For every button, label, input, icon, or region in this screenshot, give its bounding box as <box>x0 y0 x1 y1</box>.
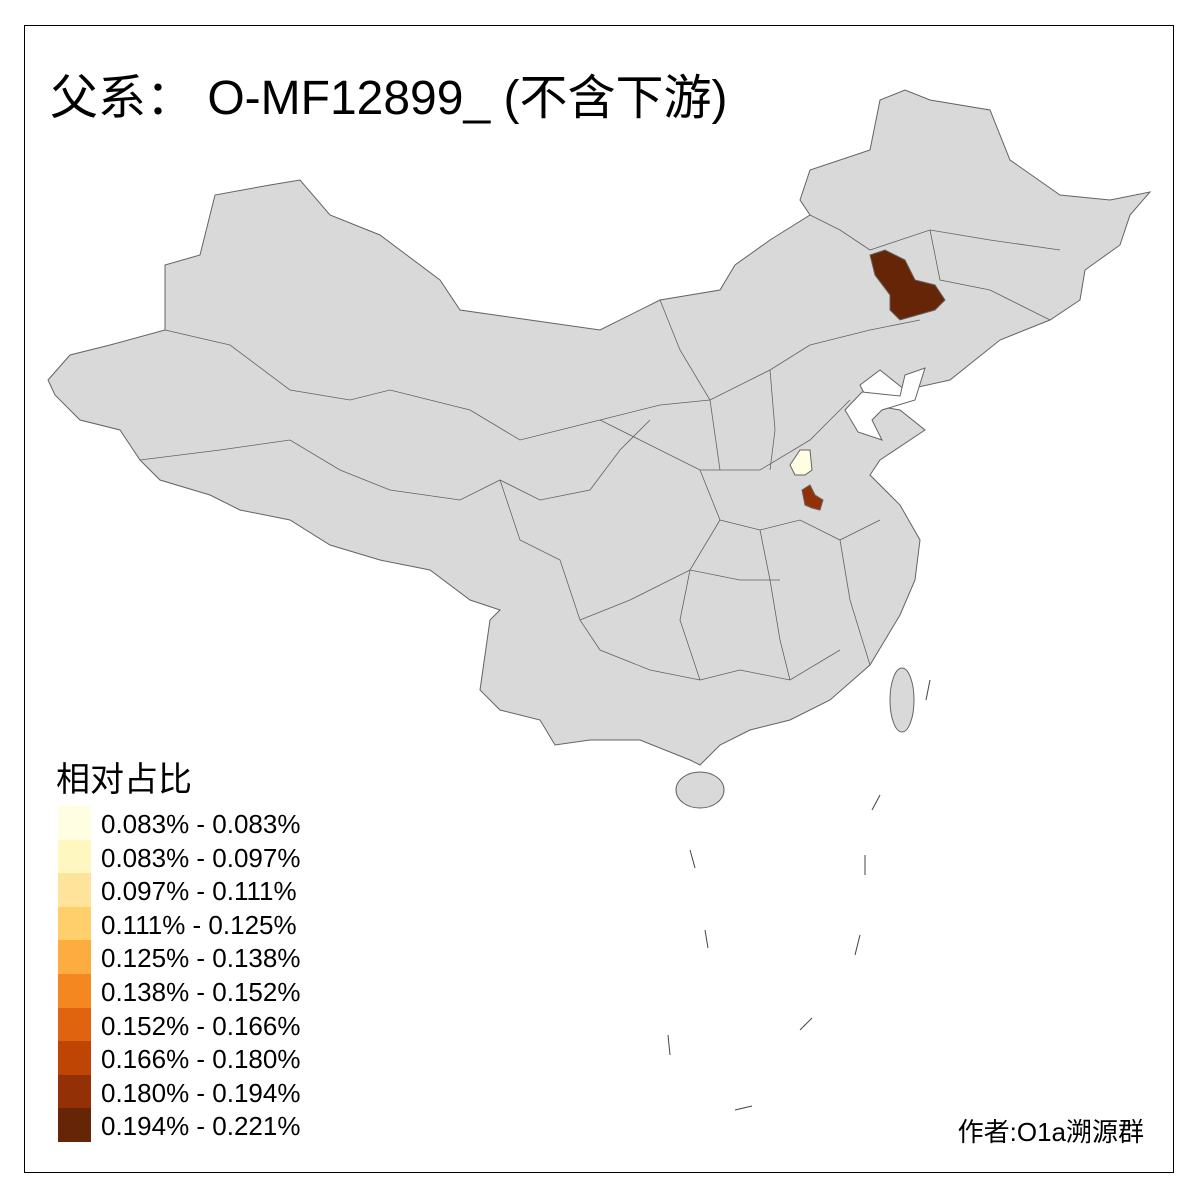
legend-item: 0.083% - 0.097% <box>58 839 358 874</box>
legend-label: 0.097% - 0.111% <box>101 876 297 907</box>
legend-label: 0.125% - 0.138% <box>101 943 301 974</box>
plot-frame <box>24 25 1174 1173</box>
province-borders <box>139 214 1061 681</box>
south-china-sea-islands <box>667 679 931 1111</box>
legend-item: 0.111% - 0.125% <box>58 906 358 941</box>
legend-item: 0.125% - 0.138% <box>58 940 358 975</box>
map-title: 父系： O-MF12899_ (不含下游) <box>50 72 728 125</box>
bohai-sea <box>844 367 926 441</box>
legend-label: 0.138% - 0.152% <box>101 977 301 1007</box>
taiwan-island <box>889 667 915 733</box>
legend-label: 0.083% - 0.097% <box>101 842 301 873</box>
legend-swatch <box>58 1108 91 1143</box>
legend-item: 0.152% - 0.166% <box>58 1007 358 1042</box>
legend-swatch <box>58 1007 91 1042</box>
legend-item: 0.180% - 0.194% <box>58 1074 358 1109</box>
legend-label: 0.180% - 0.194% <box>101 1077 301 1108</box>
highlighted-region <box>869 249 946 321</box>
legend-item: 0.083% - 0.083% <box>58 806 358 840</box>
legend-item: 0.097% - 0.111% <box>58 873 358 908</box>
legend-item: 0.138% - 0.152% <box>58 974 358 1008</box>
china-mainland <box>47 89 1152 766</box>
legend-title: 相对占比 <box>56 761 192 799</box>
legend-swatch <box>58 974 91 1008</box>
legend-label: 0.083% - 0.083% <box>101 809 301 839</box>
legend-swatch <box>58 1074 91 1109</box>
author-credit: 作者:O1a溯源群 <box>957 1117 1144 1147</box>
legend-swatch <box>58 873 91 908</box>
legend-label: 0.166% - 0.180% <box>101 1044 301 1075</box>
legend-swatch <box>58 806 91 840</box>
legend-swatch <box>58 1041 91 1076</box>
legend-label: 0.194% - 0.221% <box>101 1111 301 1142</box>
legend-swatch <box>58 906 91 941</box>
hainan-island <box>675 771 725 809</box>
legend-item: 0.166% - 0.180% <box>58 1041 358 1076</box>
highlighted-region <box>789 449 813 476</box>
legend-item: 0.194% - 0.221% <box>58 1108 358 1143</box>
legend-swatch <box>58 940 91 975</box>
legend-swatch <box>58 839 91 874</box>
legend-label: 0.152% - 0.166% <box>101 1010 301 1041</box>
legend-label: 0.111% - 0.125% <box>101 909 297 940</box>
highlighted-region <box>801 484 824 511</box>
